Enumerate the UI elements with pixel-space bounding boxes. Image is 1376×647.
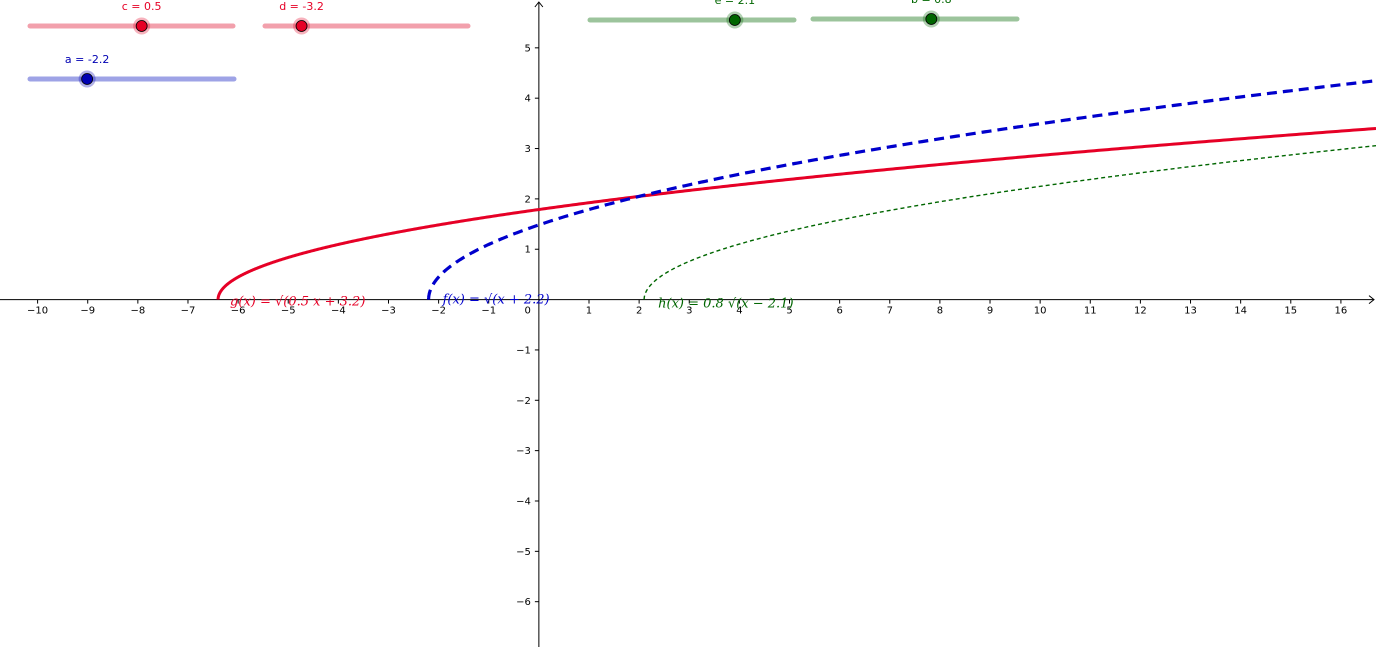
y-axis-arrow-icon xyxy=(534,1,544,8)
x-tick-label: −2 xyxy=(431,306,446,317)
x-tick-label: 11 xyxy=(1084,306,1097,317)
function-curves[interactable] xyxy=(216,79,1376,301)
x-tick-label: 9 xyxy=(987,306,993,317)
curve-h[interactable] xyxy=(643,144,1376,301)
label-f: f(x) = √(x + 2.2) xyxy=(442,293,550,308)
origin-label: 0 xyxy=(524,306,530,317)
slider-d-label: d = -3.2 xyxy=(279,0,324,13)
sliders[interactable]: c = 0.5 d = -3.2 a = -2.2 e = 2.1 b = 0.8 xyxy=(27,0,1020,88)
x-tick-label: 10 xyxy=(1034,306,1047,317)
curve-g[interactable] xyxy=(216,126,1376,301)
y-tick-label: −4 xyxy=(516,496,531,507)
y-tick-label: 5 xyxy=(524,43,530,54)
x-tick-label: 5 xyxy=(786,306,792,317)
x-tick-label: −10 xyxy=(27,306,48,317)
x-tick-label: −8 xyxy=(130,306,145,317)
x-tick-label: 8 xyxy=(937,306,943,317)
slider-c-knob[interactable] xyxy=(135,20,148,32)
slider-c[interactable]: c = 0.5 xyxy=(27,0,236,35)
slider-a-label: a = -2.2 xyxy=(65,53,109,66)
y-tick-label: −1 xyxy=(516,345,531,356)
x-tick-label: 3 xyxy=(686,306,692,317)
y-tick-label: 3 xyxy=(524,144,530,155)
slider-d[interactable]: d = -3.2 xyxy=(262,0,471,35)
x-tick-label: 1 xyxy=(586,306,592,317)
x-tick-label: 14 xyxy=(1234,306,1247,317)
x-tick-label: 2 xyxy=(636,306,642,317)
x-tick-label: 7 xyxy=(887,306,893,317)
y-tick-label: 4 xyxy=(524,94,530,105)
x-tick-label: −6 xyxy=(231,306,246,317)
slider-d-knob[interactable] xyxy=(295,20,308,32)
y-tick-label: 1 xyxy=(524,245,530,256)
x-axis-arrow-icon xyxy=(1368,295,1375,304)
x-tick-label: −7 xyxy=(181,306,196,317)
y-tick-label: −3 xyxy=(516,446,531,457)
slider-c-label: c = 0.5 xyxy=(122,0,162,13)
y-tick-label: −6 xyxy=(516,597,531,608)
x-tick-label: 6 xyxy=(836,306,842,317)
slider-b-knob[interactable] xyxy=(925,13,938,25)
slider-e-knob[interactable] xyxy=(728,14,741,26)
x-tick-label: −1 xyxy=(481,306,496,317)
function-labels: g(x) = √(0.5 x + 3.2) f(x) = √(x + 2.2) h(… xyxy=(230,293,793,312)
slider-a-knob[interactable] xyxy=(81,73,94,85)
x-tick-label: 16 xyxy=(1335,306,1348,317)
slider-e-label: e = 2.1 xyxy=(715,0,755,7)
x-tick-label: −4 xyxy=(331,306,346,317)
x-tick-label: 15 xyxy=(1284,306,1297,317)
x-tick-label: 13 xyxy=(1184,306,1197,317)
tick-labels: −10 −9 −8 −7 −6 −5 −4 −3 −2 −1 1 2 3 4 5 6 7 8 9 10 11 12 13 14… xyxy=(27,43,1347,608)
slider-b-label: b = 0.8 xyxy=(911,0,952,6)
x-tick-label: −5 xyxy=(281,306,296,317)
x-tick-label: 4 xyxy=(736,306,742,317)
x-tick-label: −3 xyxy=(381,306,396,317)
y-tick-label: 2 xyxy=(524,194,530,205)
x-tick-label: −9 xyxy=(80,306,95,317)
slider-b[interactable]: b = 0.8 xyxy=(810,0,1020,28)
slider-e[interactable]: e = 2.1 xyxy=(587,0,797,29)
label-h: h(x) = 0.8 √(x − 2.1) xyxy=(658,297,793,312)
label-g: g(x) = √(0.5 x + 3.2) xyxy=(230,295,365,310)
x-tick-label: 12 xyxy=(1134,306,1147,317)
curve-f[interactable] xyxy=(426,79,1376,301)
y-tick-label: −5 xyxy=(516,547,531,558)
slider-a[interactable]: a = -2.2 xyxy=(27,53,237,88)
y-tick-label: −2 xyxy=(516,396,531,407)
